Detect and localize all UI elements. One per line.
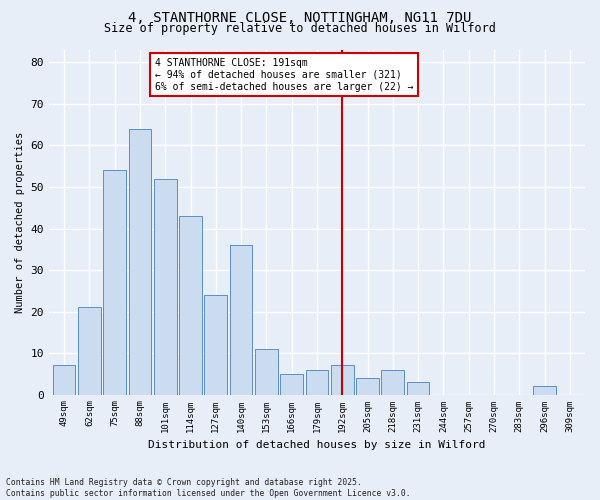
Bar (533, 386, 556, 394)
Bar (255, 349, 278, 395)
Text: 4, STANTHORNE CLOSE, NOTTINGHAM, NG11 7DU: 4, STANTHORNE CLOSE, NOTTINGHAM, NG11 7D… (128, 11, 472, 25)
Bar (103, 170, 126, 394)
Bar (53, 366, 76, 394)
Bar (382, 370, 404, 394)
Bar (78, 308, 101, 394)
Bar (128, 129, 151, 394)
Bar (331, 366, 353, 394)
Bar (179, 216, 202, 394)
Bar (356, 378, 379, 394)
Bar (230, 245, 253, 394)
Bar (407, 382, 430, 394)
Text: Size of property relative to detached houses in Wilford: Size of property relative to detached ho… (104, 22, 496, 35)
Text: Contains HM Land Registry data © Crown copyright and database right 2025.
Contai: Contains HM Land Registry data © Crown c… (6, 478, 410, 498)
Y-axis label: Number of detached properties: Number of detached properties (15, 132, 25, 313)
Bar (305, 370, 328, 394)
Text: 4 STANTHORNE CLOSE: 191sqm
← 94% of detached houses are smaller (321)
6% of semi: 4 STANTHORNE CLOSE: 191sqm ← 94% of deta… (155, 58, 413, 92)
Bar (154, 178, 176, 394)
X-axis label: Distribution of detached houses by size in Wilford: Distribution of detached houses by size … (148, 440, 486, 450)
Bar (205, 295, 227, 394)
Bar (280, 374, 303, 394)
